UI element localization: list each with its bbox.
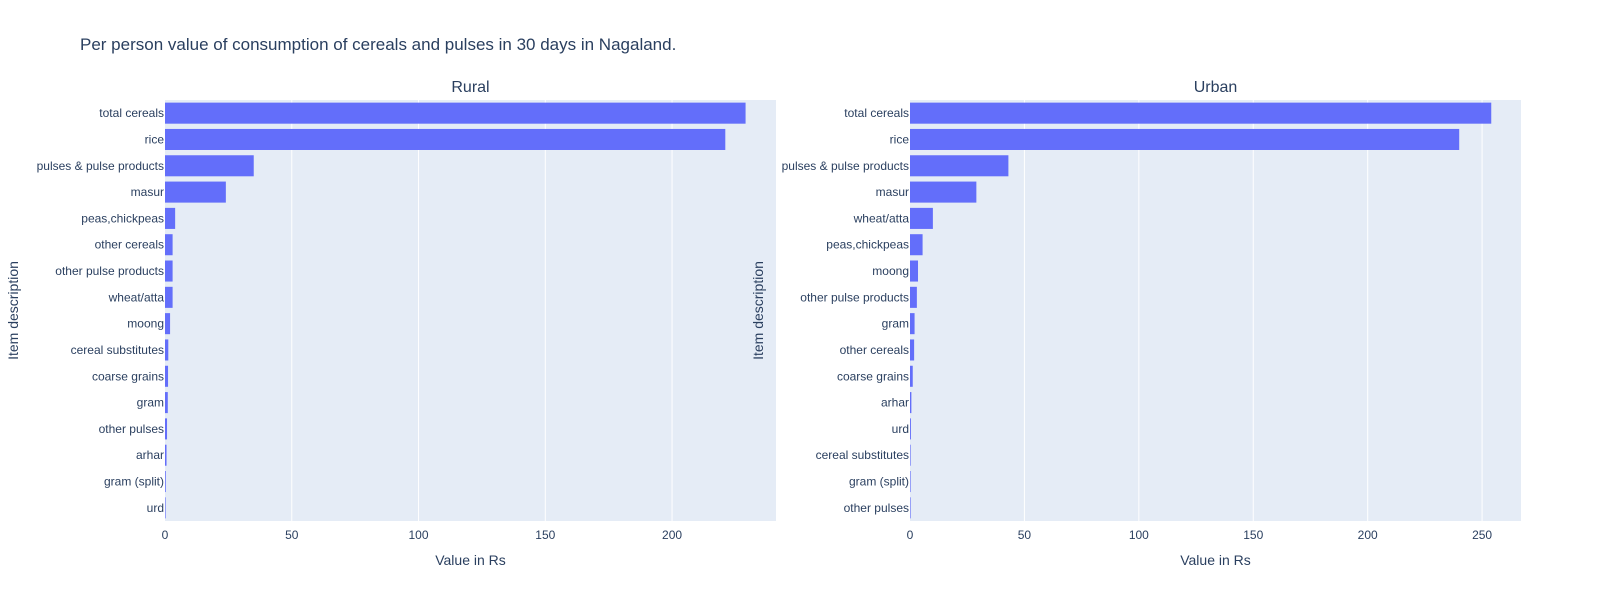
urban-bar[interactable] (910, 102, 1492, 124)
urban-category-label: cereal substitutes (816, 448, 909, 462)
urban-bar[interactable] (910, 418, 911, 440)
rural-bar[interactable] (165, 313, 171, 335)
rural-category-label: moong (127, 317, 164, 331)
urban-subplot-title: Urban (1194, 79, 1238, 96)
rural-bar[interactable] (165, 234, 173, 256)
rural-category-label: urd (147, 501, 164, 515)
urban-x-tick-label: 250 (1472, 528, 1492, 542)
urban-category-label: wheat/atta (853, 211, 910, 225)
urban-category-label: arhar (881, 396, 909, 410)
chart-title: Per person value of consumption of cerea… (80, 35, 676, 54)
rural-bar[interactable] (165, 365, 169, 387)
urban-bar[interactable] (910, 339, 915, 361)
rural-bar[interactable] (165, 128, 726, 150)
rural-category-label: other cereals (95, 238, 164, 252)
rural-x-tick-label: 150 (535, 528, 555, 542)
rural-category-label: other pulse products (55, 264, 164, 278)
rural-bar[interactable] (165, 260, 173, 282)
urban-bar[interactable] (910, 207, 933, 229)
rural-x-tick-label: 200 (662, 528, 682, 542)
urban-x-tick-label: 0 (907, 528, 914, 542)
rural-x-axis-title: Value in Rs (435, 552, 506, 568)
rural-bar[interactable] (165, 418, 168, 440)
rural-y-axis-title: Item description (5, 261, 21, 360)
rural-category-label: cereal substitutes (71, 343, 164, 357)
urban-x-axis-title: Value in Rs (1180, 552, 1251, 568)
urban-y-axis-title: Item description (750, 261, 766, 360)
urban-category-label: gram (split) (849, 475, 909, 489)
urban-category-label: rice (890, 132, 910, 146)
rural-category-label: pulses & pulse products (37, 159, 164, 173)
rural-category-label: gram (137, 396, 164, 410)
urban-bar[interactable] (910, 286, 917, 308)
rural-x-tick-label: 50 (285, 528, 299, 542)
rural-x-tick-label: 100 (409, 528, 429, 542)
urban-category-label: peas,chickpeas (826, 238, 909, 252)
rural-bar[interactable] (165, 392, 168, 414)
urban-category-label: total cereals (844, 106, 909, 120)
urban-category-label: other pulse products (800, 290, 909, 304)
urban-category-label: urd (892, 422, 909, 436)
rural-category-label: masur (131, 185, 164, 199)
urban-x-tick-label: 100 (1129, 528, 1149, 542)
rural-bar[interactable] (165, 155, 254, 177)
rural-bar[interactable] (165, 471, 166, 493)
rural-bar[interactable] (165, 444, 167, 466)
urban-category-label: other pulses (844, 501, 909, 515)
urban-x-tick-label: 200 (1358, 528, 1378, 542)
urban-category-label: coarse grains (837, 369, 909, 383)
rural-category-label: total cereals (99, 106, 164, 120)
rural-bar[interactable] (165, 181, 226, 203)
urban-category-label: moong (872, 264, 909, 278)
urban-category-label: other cereals (840, 343, 909, 357)
rural-category-label: gram (split) (104, 475, 164, 489)
urban-bar[interactable] (910, 313, 915, 335)
urban-bar[interactable] (910, 234, 923, 256)
urban-bar[interactable] (910, 128, 1460, 150)
rural-category-label: coarse grains (92, 369, 164, 383)
rural-bar[interactable] (165, 339, 169, 361)
urban-category-label: masur (876, 185, 909, 199)
rural-plot-area (165, 100, 776, 521)
urban-plot-area (910, 100, 1521, 521)
urban-panel: 0 50 100 150 200 250 total cereals rice pulses &… (750, 79, 1521, 568)
rural-category-label: rice (145, 132, 165, 146)
urban-x-tick-label: 50 (1018, 528, 1032, 542)
rural-bar[interactable] (165, 497, 166, 519)
rural-category-label: peas,chickpeas (81, 211, 164, 225)
rural-subplot-title: Rural (451, 79, 489, 96)
urban-bar[interactable] (910, 260, 919, 282)
rural-x-tick-label: 0 (162, 528, 169, 542)
urban-bar[interactable] (910, 365, 913, 387)
rural-bar[interactable] (165, 286, 173, 308)
urban-bar[interactable] (910, 155, 1009, 177)
urban-x-tick-label: 150 (1243, 528, 1263, 542)
rural-category-label: arhar (136, 448, 164, 462)
urban-bar[interactable] (910, 181, 977, 203)
rural-bar[interactable] (165, 102, 746, 124)
urban-bar[interactable] (910, 471, 911, 493)
rural-category-label: wheat/atta (108, 290, 165, 304)
urban-bar[interactable] (910, 444, 911, 466)
urban-category-label: gram (882, 317, 909, 331)
urban-category-label: pulses & pulse products (782, 159, 909, 173)
urban-bar[interactable] (910, 497, 911, 519)
rural-panel: 0 50 100 150 200 total cereals rice pulses & pu… (5, 79, 776, 568)
rural-category-label: other pulses (99, 422, 164, 436)
rural-bar[interactable] (165, 207, 176, 229)
urban-bar[interactable] (910, 392, 912, 414)
